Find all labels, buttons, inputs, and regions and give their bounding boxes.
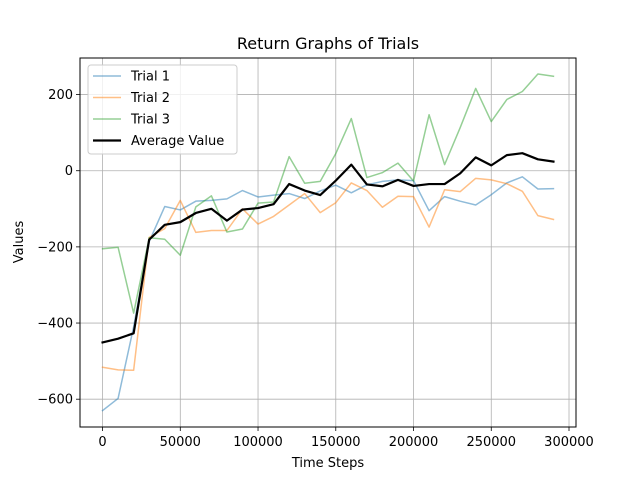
x-tick-label: 250000 — [466, 435, 516, 450]
x-axis-label: Time Steps — [291, 456, 365, 471]
x-tick-label: 50000 — [160, 435, 201, 450]
y-tick-label: 0 — [65, 164, 73, 179]
grid — [80, 58, 576, 427]
x-tick-label: 200000 — [389, 435, 439, 450]
legend-box — [87, 64, 238, 155]
series-line-2 — [101, 177, 555, 372]
plot-frame — [79, 57, 577, 428]
x-tick-label: 150000 — [311, 435, 361, 450]
series-layer — [101, 73, 555, 412]
chart-title: Return Graphs of Trials — [237, 34, 419, 53]
legend-label: Trial 1 — [130, 70, 170, 85]
legend-label: Average Value — [131, 134, 224, 149]
legend: Trial 1 Trial 2 Trial 3 Average Value — [87, 64, 238, 155]
series-line-4 — [101, 152, 555, 344]
y-tick-label: −200 — [37, 240, 73, 255]
x-tick-label: 300000 — [544, 435, 594, 450]
y-axis: −600 −400 −200 0 200 — [37, 88, 80, 408]
x-tick-label: 0 — [98, 435, 106, 450]
x-tick-label: 100000 — [233, 435, 283, 450]
y-axis-label: Values — [12, 221, 27, 264]
legend-label: Trial 3 — [130, 113, 170, 128]
y-tick-label: −600 — [37, 393, 73, 408]
series-line-3 — [101, 73, 555, 314]
y-tick-label: 200 — [48, 88, 73, 103]
x-axis: 0 50000 100000 150000 200000 250000 300000 — [98, 427, 594, 450]
legend-label: Trial 2 — [130, 91, 170, 106]
y-tick-label: −400 — [37, 317, 73, 332]
